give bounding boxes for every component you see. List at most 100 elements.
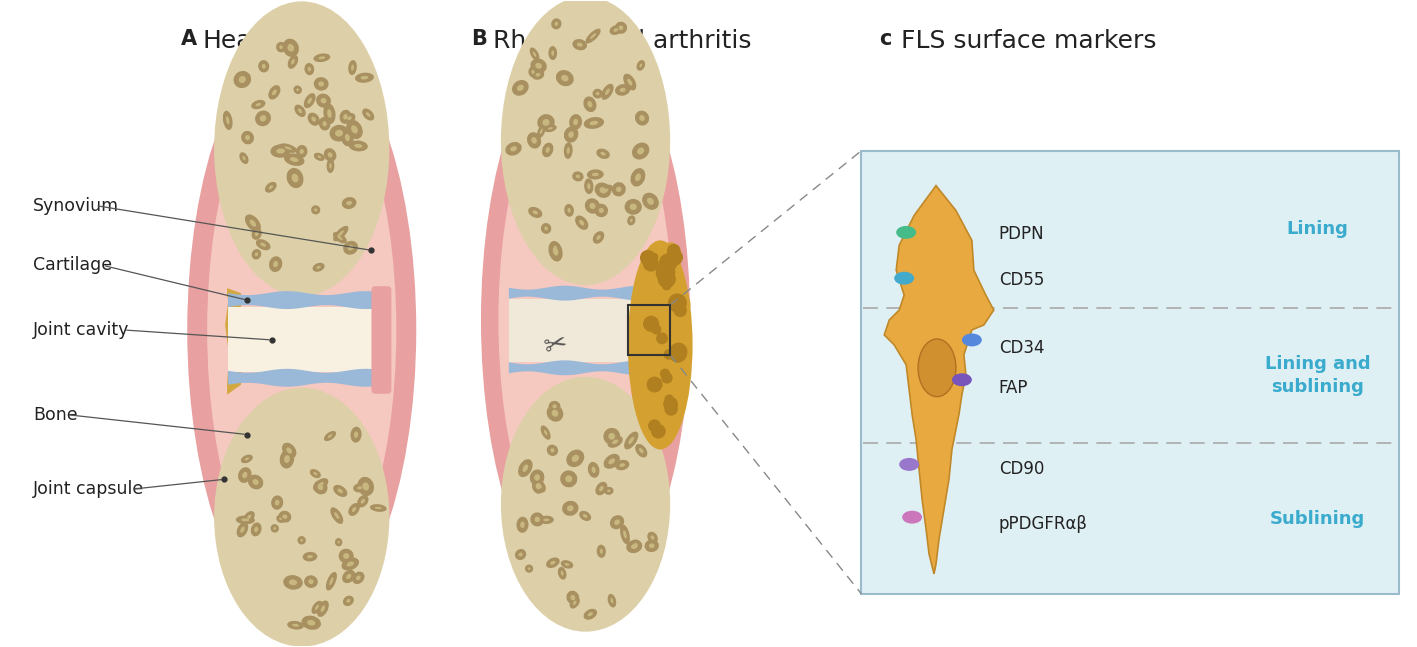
Ellipse shape [317,155,322,158]
Ellipse shape [567,591,580,604]
Ellipse shape [276,515,285,523]
Ellipse shape [298,109,302,113]
Ellipse shape [608,594,616,608]
Ellipse shape [547,444,558,456]
Ellipse shape [319,56,326,60]
Circle shape [663,349,674,360]
Ellipse shape [316,94,332,108]
Ellipse shape [283,455,290,463]
Text: FLS surface markers: FLS surface markers [901,29,1156,53]
Ellipse shape [631,219,632,222]
Ellipse shape [623,74,636,91]
Ellipse shape [648,198,653,205]
Ellipse shape [604,487,614,495]
Ellipse shape [543,518,550,521]
Ellipse shape [279,144,298,153]
Ellipse shape [334,512,339,519]
Ellipse shape [298,536,306,545]
Ellipse shape [273,261,278,267]
Ellipse shape [239,152,248,164]
Ellipse shape [347,562,354,567]
Polygon shape [228,369,385,387]
Ellipse shape [330,125,349,142]
Circle shape [667,293,687,313]
Ellipse shape [636,60,645,71]
Ellipse shape [286,447,292,454]
Ellipse shape [567,208,571,213]
Text: pPDGFRαβ: pPDGFRαβ [999,515,1088,533]
Ellipse shape [341,570,356,583]
Ellipse shape [631,544,638,549]
Ellipse shape [548,401,561,412]
Ellipse shape [894,272,914,285]
Ellipse shape [523,465,529,472]
Ellipse shape [282,443,296,458]
Ellipse shape [531,137,537,144]
Ellipse shape [303,552,317,562]
Ellipse shape [635,111,649,126]
FancyBboxPatch shape [509,299,656,362]
Ellipse shape [480,36,690,604]
Text: Lining and
sublining: Lining and sublining [1264,355,1370,397]
Text: Sublining: Sublining [1270,509,1365,527]
Text: Synovium: Synovium [33,197,119,215]
Ellipse shape [288,621,303,630]
Ellipse shape [531,70,544,80]
Ellipse shape [918,339,956,397]
Ellipse shape [599,549,602,554]
Ellipse shape [540,129,543,134]
Ellipse shape [567,505,574,511]
Ellipse shape [288,55,298,69]
Ellipse shape [313,480,327,494]
Ellipse shape [319,117,330,131]
FancyBboxPatch shape [862,151,1399,594]
Ellipse shape [656,391,680,417]
Ellipse shape [584,179,594,194]
Ellipse shape [327,152,333,157]
Circle shape [643,256,659,272]
Text: Healthy: Healthy [203,29,299,53]
Ellipse shape [530,58,547,73]
Ellipse shape [238,467,252,483]
Ellipse shape [538,516,554,524]
Ellipse shape [300,539,303,542]
Ellipse shape [259,115,266,122]
Ellipse shape [207,66,397,594]
Ellipse shape [536,73,540,76]
Ellipse shape [588,612,592,616]
Ellipse shape [519,459,533,477]
Ellipse shape [614,28,618,32]
Ellipse shape [225,116,230,124]
Ellipse shape [214,388,390,646]
Ellipse shape [659,243,682,269]
Ellipse shape [361,499,366,503]
Ellipse shape [252,249,261,259]
Ellipse shape [609,25,622,35]
Ellipse shape [323,121,327,126]
Ellipse shape [305,575,317,588]
Ellipse shape [293,85,302,94]
Circle shape [650,424,666,439]
Ellipse shape [356,575,361,580]
Ellipse shape [341,197,357,209]
Ellipse shape [353,483,366,492]
Ellipse shape [580,220,584,226]
Ellipse shape [896,226,917,239]
Ellipse shape [903,510,922,523]
Ellipse shape [548,241,563,261]
Ellipse shape [349,60,357,75]
Ellipse shape [273,527,276,530]
Ellipse shape [570,114,582,130]
Ellipse shape [265,182,276,193]
Ellipse shape [612,182,626,197]
Circle shape [652,422,660,431]
Ellipse shape [353,571,364,584]
Ellipse shape [536,484,540,489]
FancyBboxPatch shape [371,286,391,393]
Ellipse shape [524,565,533,573]
Ellipse shape [582,514,588,518]
Circle shape [648,419,660,432]
Ellipse shape [563,501,578,516]
Ellipse shape [611,598,614,604]
Ellipse shape [572,39,587,50]
